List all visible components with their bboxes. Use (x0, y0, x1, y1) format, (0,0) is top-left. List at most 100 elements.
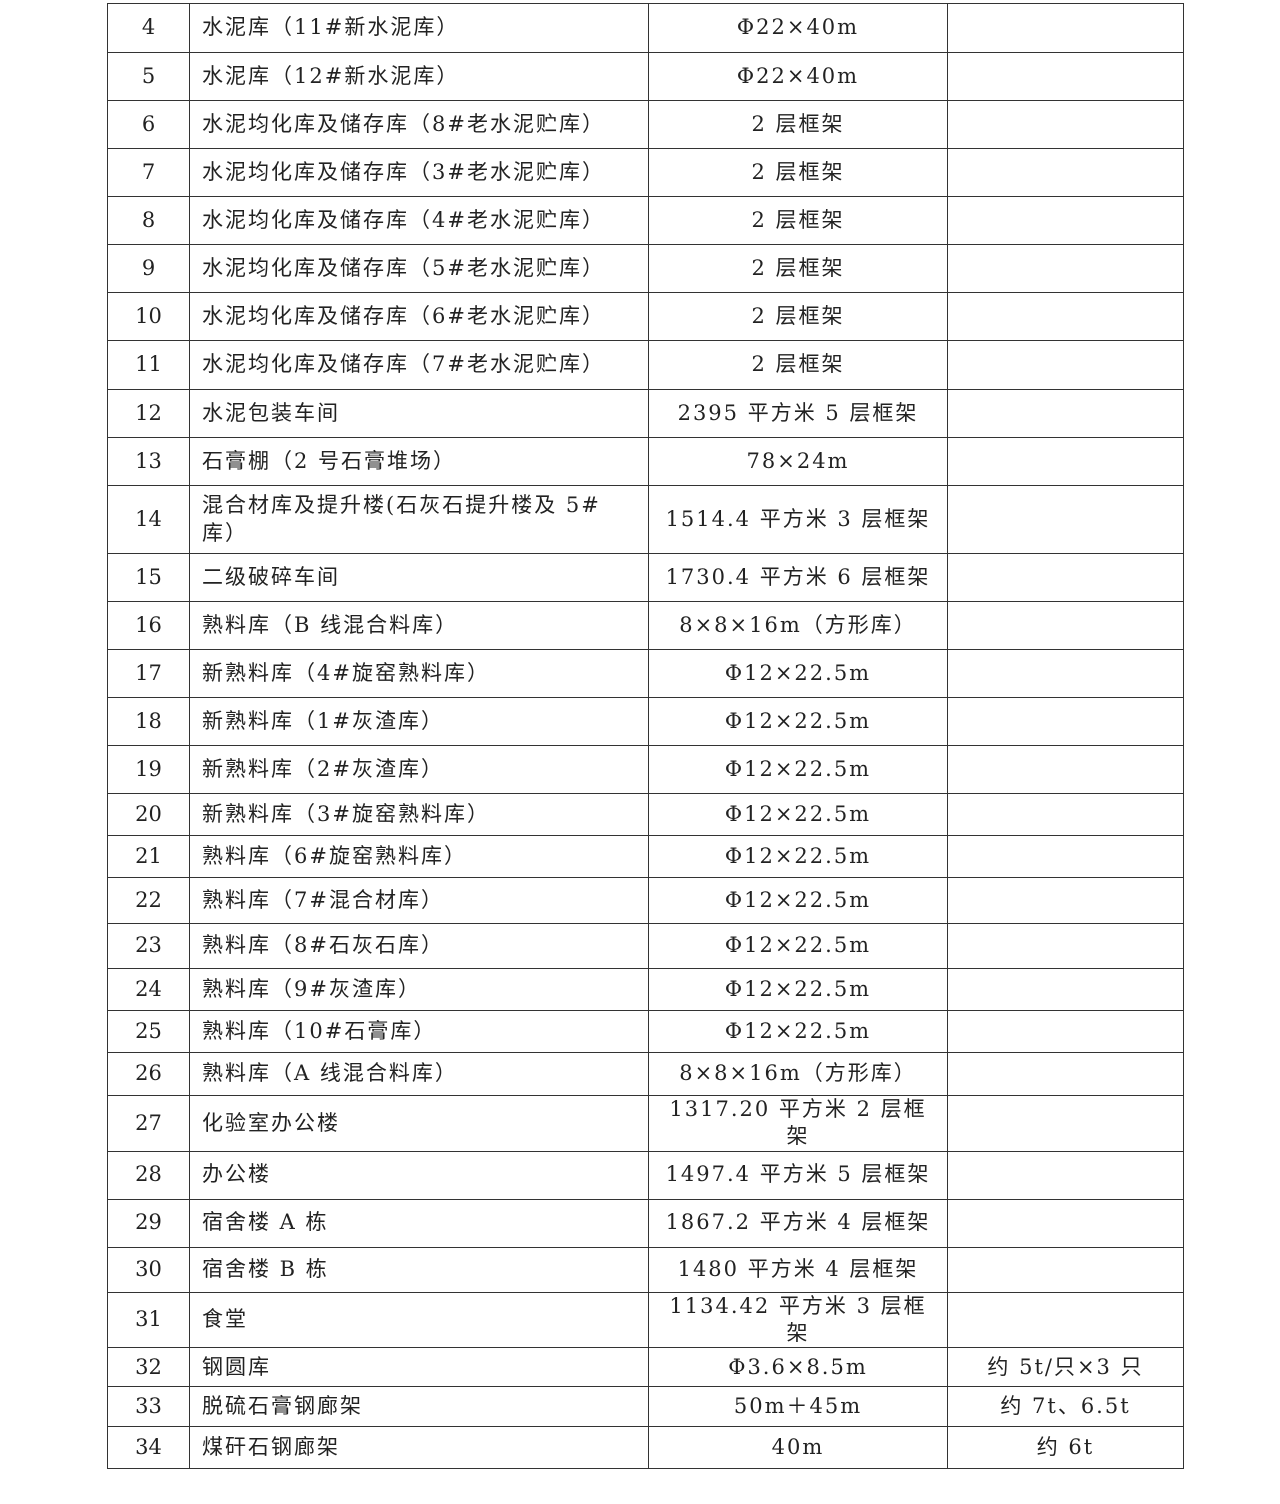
weight-cell (947, 835, 1184, 878)
row-number-cell: 25 (107, 1010, 190, 1053)
weight-cell (947, 793, 1184, 836)
spec-cell: 1514.4 平方米 3 层框架 (648, 485, 948, 554)
item-name-cell: 钢圆库 (189, 1347, 649, 1388)
item-name-cell: 水泥均化库及储存库（4#老水泥贮库） (189, 196, 649, 245)
row-number-cell: 11 (107, 340, 190, 390)
row-number-cell: 26 (107, 1052, 190, 1096)
table-row: 13 石膏棚（2 号石膏堆场） 78×24m (107, 437, 1184, 486)
table-row: 28 办公楼 1497.4 平方米 5 层框架 (107, 1150, 1184, 1200)
row-number-cell: 29 (107, 1198, 190, 1248)
item-name-cell: 宿舍楼 B 栋 (189, 1246, 649, 1293)
row-number-cell: 34 (107, 1426, 190, 1470)
spec-cell: 50m＋45m (648, 1386, 948, 1428)
table-row: 7 水泥均化库及储存库（3#老水泥贮库） 2 层框架 (107, 148, 1184, 197)
item-name-cell: 混合材库及提升楼(石灰石提升楼及 5#库） (189, 485, 649, 554)
item-name-cell: 熟料库（9#灰渣库） (189, 968, 649, 1011)
table-row: 14 混合材库及提升楼(石灰石提升楼及 5#库） 1514.4 平方米 3 层框架 (107, 485, 1184, 554)
weight-cell (947, 923, 1184, 969)
item-name-cell: 水泥均化库及储存库（5#老水泥贮库） (189, 244, 649, 293)
table-row: 6 水泥均化库及储存库（8#老水泥贮库） 2 层框架 (107, 100, 1184, 149)
weight-cell (947, 1291, 1184, 1349)
spec-cell: Φ12×22.5m (648, 745, 948, 794)
spec-cell: 2 层框架 (648, 340, 948, 390)
row-number-cell: 21 (107, 835, 190, 878)
spec-cell: 1730.4 平方米 6 层框架 (648, 553, 948, 602)
weight-cell (947, 649, 1184, 698)
spec-cell: 78×24m (648, 437, 948, 486)
table-row: 16 熟料库（B 线混合料库） 8×8×16m（方形库） (107, 601, 1184, 650)
spec-cell: 1134.42 平方米 3 层框架 (648, 1291, 948, 1349)
spec-cell: 2 层框架 (648, 196, 948, 245)
spec-cell: 1317.20 平方米 2 层框架 (648, 1095, 948, 1152)
table-row: 21 熟料库（6#旋窑熟料库） Φ12×22.5m (107, 835, 1184, 878)
item-name-cell: 熟料库（8#石灰石库） (189, 923, 649, 969)
item-name-cell: 煤矸石钢廊架 (189, 1426, 649, 1470)
table-row: 33 脱硫石膏钢廊架 50m＋45m 约 7t、6.5t (107, 1386, 1184, 1428)
spec-cell: 1480 平方米 4 层框架 (648, 1246, 948, 1293)
row-number-cell: 22 (107, 877, 190, 924)
weight-cell: 约 5t/只×3 只 (947, 1347, 1184, 1388)
table-row: 29 宿舍楼 A 栋 1867.2 平方米 4 层框架 (107, 1198, 1184, 1248)
spec-cell: 2 层框架 (648, 244, 948, 293)
table-row: 22 熟料库（7#混合材库） Φ12×22.5m (107, 877, 1184, 924)
table-row: 9 水泥均化库及储存库（5#老水泥贮库） 2 层框架 (107, 244, 1184, 293)
spec-cell: 2 层框架 (648, 292, 948, 341)
item-name-cell: 二级破碎车间 (189, 553, 649, 602)
item-name-cell: 水泥包装车间 (189, 389, 649, 438)
weight-cell (947, 244, 1184, 293)
item-name-cell: 熟料库（7#混合材库） (189, 877, 649, 924)
weight-cell (947, 1246, 1184, 1293)
table-row: 4 水泥库（11#新水泥库） Φ22×40m (107, 3, 1184, 53)
row-number-cell: 17 (107, 649, 190, 698)
table-row: 30 宿舍楼 B 栋 1480 平方米 4 层框架 (107, 1246, 1184, 1293)
row-number-cell: 14 (107, 485, 190, 554)
weight-cell (947, 292, 1184, 341)
table-row: 25 熟料库（10#石膏库） Φ12×22.5m (107, 1010, 1184, 1053)
row-number-cell: 10 (107, 292, 190, 341)
spec-cell: Φ12×22.5m (648, 923, 948, 969)
table-row: 31 食堂 1134.42 平方米 3 层框架 (107, 1291, 1184, 1349)
table-row: 10 水泥均化库及储存库（6#老水泥贮库） 2 层框架 (107, 292, 1184, 341)
table-row: 24 熟料库（9#灰渣库） Φ12×22.5m (107, 968, 1184, 1011)
spec-cell: 1867.2 平方米 4 层框架 (648, 1198, 948, 1248)
spec-cell: Φ12×22.5m (648, 877, 948, 924)
row-number-cell: 19 (107, 745, 190, 794)
item-name-cell: 水泥均化库及储存库（6#老水泥贮库） (189, 292, 649, 341)
spec-cell: 2395 平方米 5 层框架 (648, 389, 948, 438)
table-row: 8 水泥均化库及储存库（4#老水泥贮库） 2 层框架 (107, 196, 1184, 245)
table-row: 11 水泥均化库及储存库（7#老水泥贮库） 2 层框架 (107, 340, 1184, 390)
item-name-cell: 水泥均化库及储存库（7#老水泥贮库） (189, 340, 649, 390)
weight-cell (947, 3, 1184, 53)
spec-cell: Φ22×40m (648, 52, 948, 101)
table-row: 34 煤矸石钢廊架 40m 约 6t (107, 1426, 1184, 1470)
row-number-cell: 15 (107, 553, 190, 602)
item-name-cell: 水泥库（12#新水泥库） (189, 52, 649, 101)
row-number-cell: 16 (107, 601, 190, 650)
row-number-cell: 6 (107, 100, 190, 149)
row-number-cell: 28 (107, 1150, 190, 1200)
weight-cell (947, 553, 1184, 602)
row-number-cell: 33 (107, 1386, 190, 1428)
weight-cell (947, 1052, 1184, 1096)
row-number-cell: 9 (107, 244, 190, 293)
weight-cell (947, 340, 1184, 390)
item-name-cell: 新熟料库（4#旋窑熟料库） (189, 649, 649, 698)
weight-cell (947, 485, 1184, 554)
weight-cell (947, 100, 1184, 149)
table-row: 15 二级破碎车间 1730.4 平方米 6 层框架 (107, 553, 1184, 602)
item-name-cell: 新熟料库（3#旋窑熟料库） (189, 793, 649, 836)
item-name-cell: 新熟料库（1#灰渣库） (189, 697, 649, 746)
table-row: 23 熟料库（8#石灰石库） Φ12×22.5m (107, 923, 1184, 969)
row-number-cell: 27 (107, 1095, 190, 1152)
item-name-cell: 熟料库（B 线混合料库） (189, 601, 649, 650)
item-name-cell: 熟料库（10#石膏库） (189, 1010, 649, 1053)
table-row: 26 熟料库（A 线混合料库） 8×8×16m（方形库） (107, 1052, 1184, 1096)
spec-cell: 8×8×16m（方形库） (648, 601, 948, 650)
table-row: 5 水泥库（12#新水泥库） Φ22×40m (107, 52, 1184, 101)
weight-cell (947, 1095, 1184, 1152)
item-name-cell: 宿舍楼 A 栋 (189, 1198, 649, 1248)
row-number-cell: 31 (107, 1291, 190, 1349)
weight-cell (947, 697, 1184, 746)
weight-cell (947, 52, 1184, 101)
table-row: 20 新熟料库（3#旋窑熟料库） Φ12×22.5m (107, 793, 1184, 836)
